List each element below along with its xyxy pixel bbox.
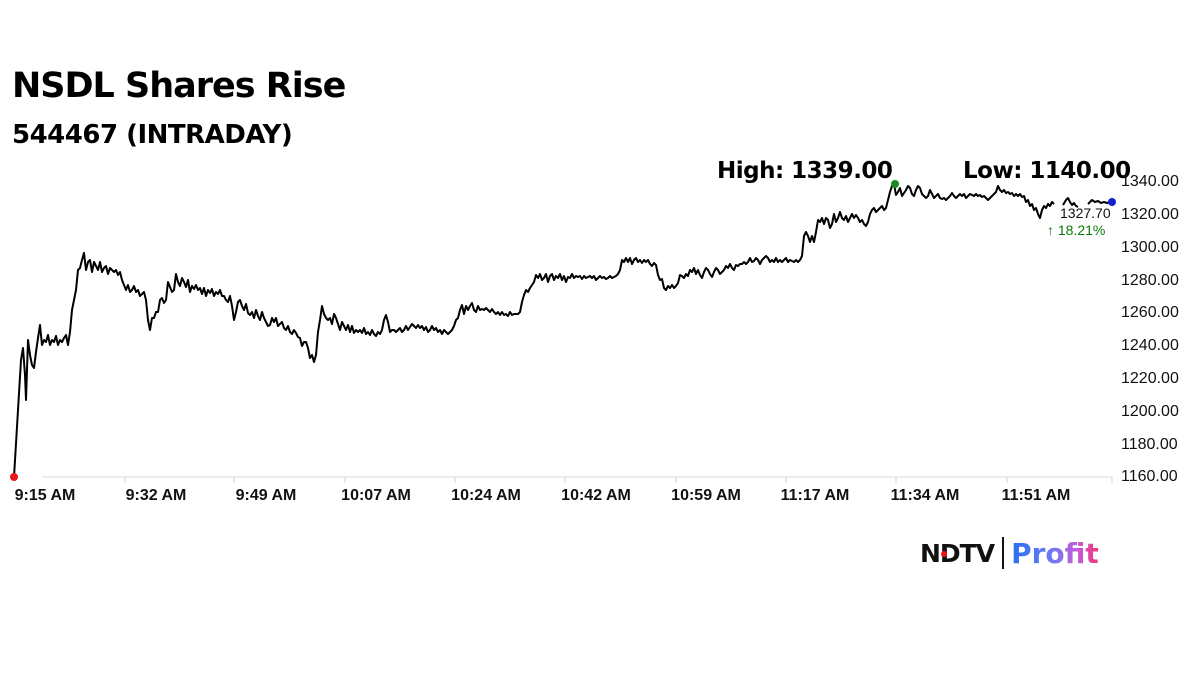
- last-price-label: 1327.70: [1060, 205, 1111, 221]
- y-tick: 1240.00: [1121, 337, 1179, 354]
- y-tick: 1340.00: [1121, 173, 1179, 190]
- chart-subtitle: 544467 (INTRADAY): [12, 120, 293, 150]
- high-label: High: 1339.00: [717, 158, 893, 184]
- x-tick: 10:42 AM: [561, 487, 631, 504]
- y-tick: 1180.00: [1121, 436, 1178, 453]
- open-marker: [10, 473, 18, 481]
- price-line-tail: [1062, 197, 1079, 208]
- y-tick: 1200.00: [1121, 403, 1179, 420]
- change-percent-label: ↑ 18.21%: [1047, 222, 1106, 238]
- price-line: [13, 183, 1055, 478]
- profit-wordmark: Profit: [1011, 536, 1099, 570]
- x-tick: 11:17 AM: [780, 487, 850, 504]
- y-tick: 1320.00: [1121, 206, 1179, 223]
- high-marker: [891, 180, 899, 188]
- x-tick: 9:15 AM: [14, 487, 76, 504]
- y-tick: 1220.00: [1121, 370, 1179, 387]
- x-tick: 11:51 AM: [1001, 487, 1071, 504]
- x-tick: 9:32 AM: [125, 487, 187, 504]
- y-tick: 1280.00: [1121, 272, 1179, 289]
- x-tick: 11:34 AM: [890, 487, 960, 504]
- x-axis-ticks: [124, 477, 1113, 483]
- last-price-marker: [1108, 198, 1116, 206]
- x-tick: 10:24 AM: [451, 487, 521, 504]
- ndtv-red-dot-icon: [941, 550, 947, 557]
- logo-separator: [1002, 537, 1005, 569]
- y-tick: 1260.00: [1121, 304, 1179, 321]
- y-tick: 1160.00: [1121, 468, 1178, 485]
- y-tick: 1300.00: [1121, 239, 1179, 256]
- ndtv-wordmark: NDTV: [920, 538, 995, 568]
- x-tick: 10:07 AM: [341, 487, 411, 504]
- x-tick: 9:49 AM: [235, 487, 297, 504]
- chart-title: NSDL Shares Rise: [12, 66, 346, 106]
- low-label: Low: 1140.00: [963, 158, 1131, 184]
- x-tick: 10:59 AM: [671, 487, 741, 504]
- ndtv-profit-logo: NDTV Profit: [920, 535, 1099, 571]
